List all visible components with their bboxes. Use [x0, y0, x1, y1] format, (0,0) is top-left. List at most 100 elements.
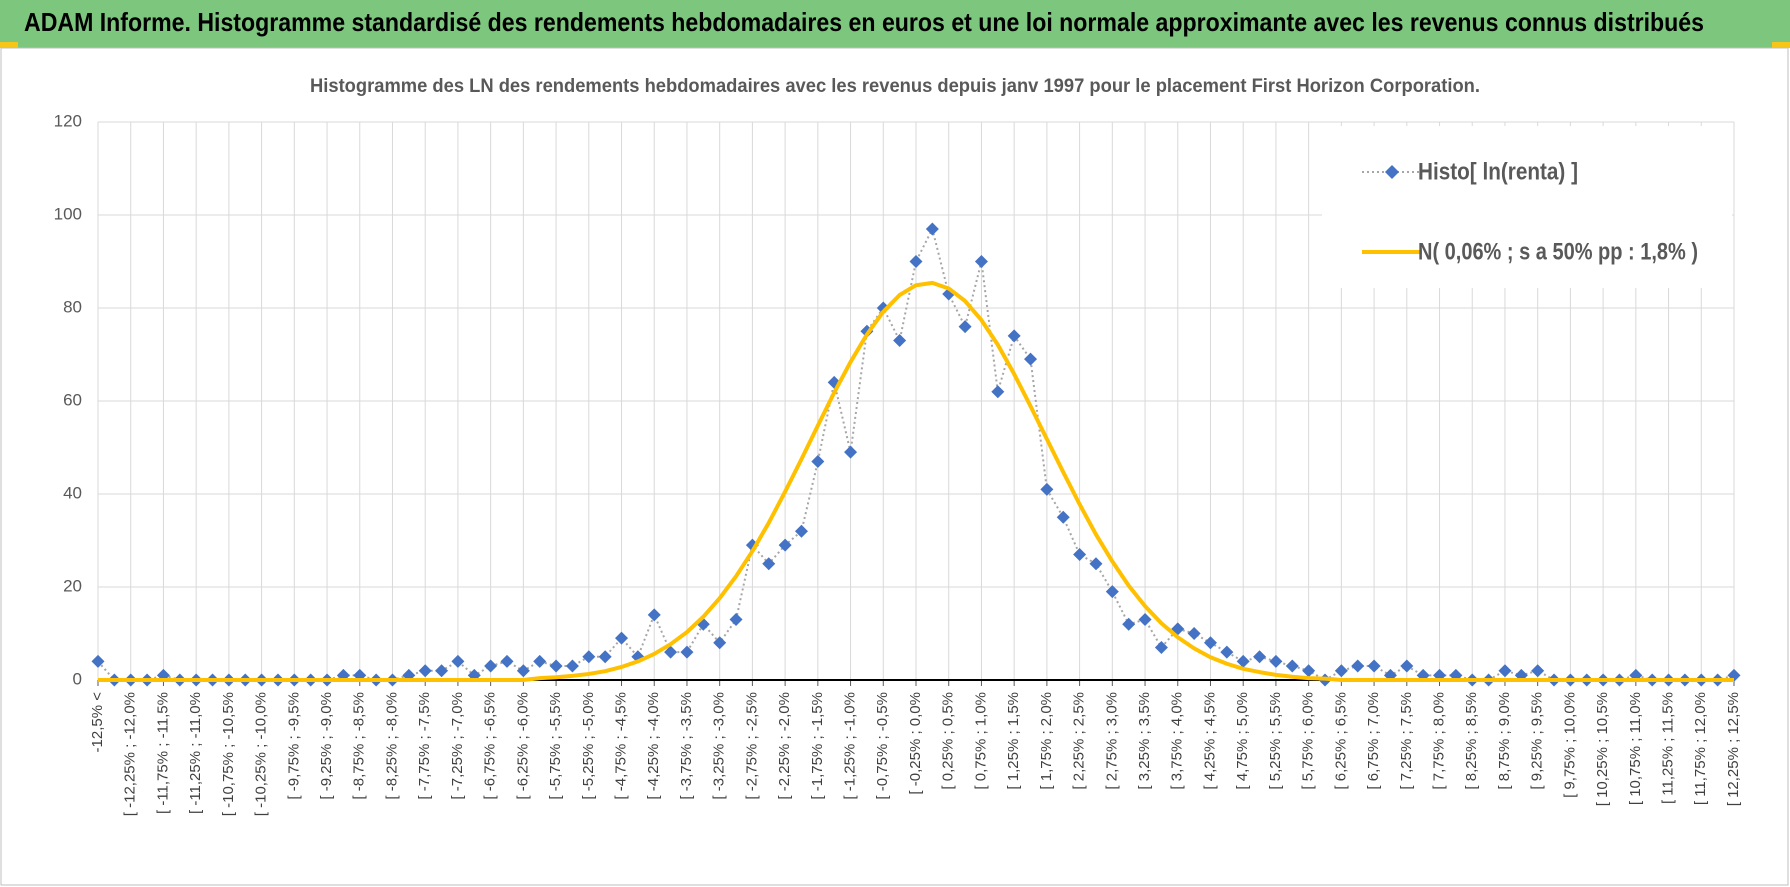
- data-point: [713, 636, 727, 650]
- data-point: [680, 645, 694, 659]
- x-tick-label: [ -12,25% ; -12,0%: [122, 692, 139, 816]
- data-point: [811, 454, 825, 468]
- data-point: [1400, 659, 1414, 673]
- legend-label: Histo[ ln(renta) ]: [1418, 158, 1578, 185]
- x-tick-label: [ 1,75% ; 2,0%: [1038, 692, 1055, 790]
- x-tick-label: [ 9,25% ; 9,5%: [1529, 692, 1546, 790]
- x-tick-label: [ -1,25% ; -1,0%: [842, 692, 859, 800]
- x-tick-label: [ -2,75% ; -2,5%: [743, 692, 760, 800]
- data-point: [435, 664, 449, 678]
- x-tick-label: [ 9,75% ; 10,0%: [1561, 692, 1578, 798]
- x-tick-label: [ 7,75% ; 8,0%: [1430, 692, 1447, 790]
- data-point: [1236, 654, 1250, 668]
- data-point: [1285, 659, 1299, 673]
- x-tick-label: [ -10,75% ; -10,5%: [220, 692, 237, 816]
- x-tick-label: [ -11,25% ; -11,0%: [187, 692, 204, 814]
- x-tick-label: [ 2,75% ; 3,0%: [1103, 692, 1120, 790]
- x-tick-label: [ 8,25% ; 8,5%: [1463, 692, 1480, 790]
- data-point: [615, 631, 629, 645]
- data-point: [1220, 645, 1234, 659]
- x-tick-label: [ 2,25% ; 2,5%: [1071, 692, 1088, 790]
- chart-title: Histogramme des LN des rendements hebdom…: [310, 76, 1480, 97]
- x-tick-label: [ -1,75% ; -1,5%: [809, 692, 826, 800]
- corner-accent: [1772, 42, 1790, 48]
- data-point: [1056, 510, 1070, 524]
- data-point: [729, 613, 743, 627]
- data-point: [484, 659, 498, 673]
- data-point: [1269, 654, 1283, 668]
- x-tick-label: [ -0,75% ; -0,5%: [874, 692, 891, 800]
- data-point: [991, 385, 1005, 399]
- x-tick-label: [ -0,25% ; 0,0%: [907, 692, 924, 795]
- data-point: [1253, 650, 1267, 664]
- x-tick-label: [ -3,25% ; -3,0%: [711, 692, 728, 800]
- legend-box: [1322, 126, 1732, 288]
- x-tick-label: [ -4,75% ; -4,5%: [612, 692, 629, 800]
- y-tick-label: 40: [63, 483, 82, 502]
- data-point: [1105, 585, 1119, 599]
- data-point: [1122, 617, 1136, 631]
- y-tick-label: 20: [63, 576, 82, 595]
- x-tick-label: [ 7,25% ; 7,5%: [1398, 692, 1415, 790]
- x-tick-label: [ -3,75% ; -3,5%: [678, 692, 695, 800]
- data-point: [794, 524, 808, 538]
- y-tick-label: 120: [54, 111, 82, 130]
- data-point: [1024, 352, 1038, 366]
- x-tick-label: [ -9,75% ; -9,5%: [285, 692, 302, 800]
- x-tick-label: [ 0,75% ; 1,0%: [972, 692, 989, 790]
- header-bar: [0, 0, 1790, 48]
- data-point: [1498, 664, 1512, 678]
- x-tick-label: [ -6,25% ; -6,0%: [514, 692, 531, 800]
- data-point: [500, 654, 514, 668]
- legend-label: N( 0,06% ; s a 50% pp : 1,8% ): [1418, 238, 1698, 265]
- x-tick-label: -12,5% <: [89, 692, 106, 753]
- x-tick-label: [ 4,75% ; 5,0%: [1234, 692, 1251, 790]
- chart-border: [0, 47, 1789, 886]
- header-title: ADAM Informe. Histogramme standardisé de…: [24, 7, 1704, 37]
- data-point: [664, 645, 678, 659]
- data-point: [1040, 482, 1054, 496]
- data-point: [762, 557, 776, 571]
- data-point: [1007, 329, 1021, 343]
- x-tick-label: [ -11,75% ; -11,5%: [154, 692, 171, 814]
- data-point: [1351, 659, 1365, 673]
- data-point: [778, 538, 792, 552]
- x-tick-label: [ 4,25% ; 4,5%: [1201, 692, 1218, 790]
- x-tick-label: [ 6,75% ; 7,0%: [1365, 692, 1382, 790]
- x-tick-label: [ -7,75% ; -7,5%: [416, 692, 433, 800]
- y-tick-label: 80: [63, 297, 82, 316]
- x-tick-label: [ 3,75% ; 4,0%: [1169, 692, 1186, 790]
- corner-accent: [0, 42, 18, 48]
- data-point: [549, 659, 563, 673]
- legend-swatch: [1385, 165, 1399, 179]
- x-tick-label: [ -7,25% ; -7,0%: [449, 692, 466, 800]
- data-point: [1531, 664, 1545, 678]
- data-point: [1302, 664, 1316, 678]
- x-tick-label: [ 3,25% ; 3,5%: [1136, 692, 1153, 790]
- x-tick-label: [ 11,75% ; 12,0%: [1692, 692, 1709, 805]
- x-tick-label: [ 6,25% ; 6,5%: [1332, 692, 1349, 790]
- data-point: [1073, 547, 1087, 561]
- x-tick-label: [ 0,25% ; 0,5%: [940, 692, 957, 790]
- x-tick-label: [ -5,75% ; -5,5%: [547, 692, 564, 800]
- data-point: [1334, 664, 1348, 678]
- x-tick-label: [ -9,25% ; -9,0%: [318, 692, 335, 800]
- data-point: [1187, 627, 1201, 640]
- data-point: [1138, 613, 1152, 627]
- data-point: [533, 654, 547, 668]
- data-point: [893, 334, 907, 348]
- data-point: [647, 608, 661, 622]
- data-point: [925, 222, 939, 236]
- data-point: [516, 664, 530, 678]
- x-tick-label: [ -8,25% ; -8,0%: [383, 692, 400, 800]
- data-point: [418, 664, 432, 678]
- data-point: [451, 654, 465, 668]
- data-point: [958, 320, 972, 334]
- x-tick-label: [ 12,25% ; 12,5%: [1725, 692, 1742, 806]
- data-point: [1367, 659, 1381, 673]
- x-tick-label: [ 8,75% ; 9,0%: [1496, 692, 1513, 790]
- y-tick-label: 0: [73, 669, 82, 688]
- x-tick-label: [ -8,75% ; -8,5%: [351, 692, 368, 800]
- x-tick-label: [ 5,75% ; 6,0%: [1300, 692, 1317, 790]
